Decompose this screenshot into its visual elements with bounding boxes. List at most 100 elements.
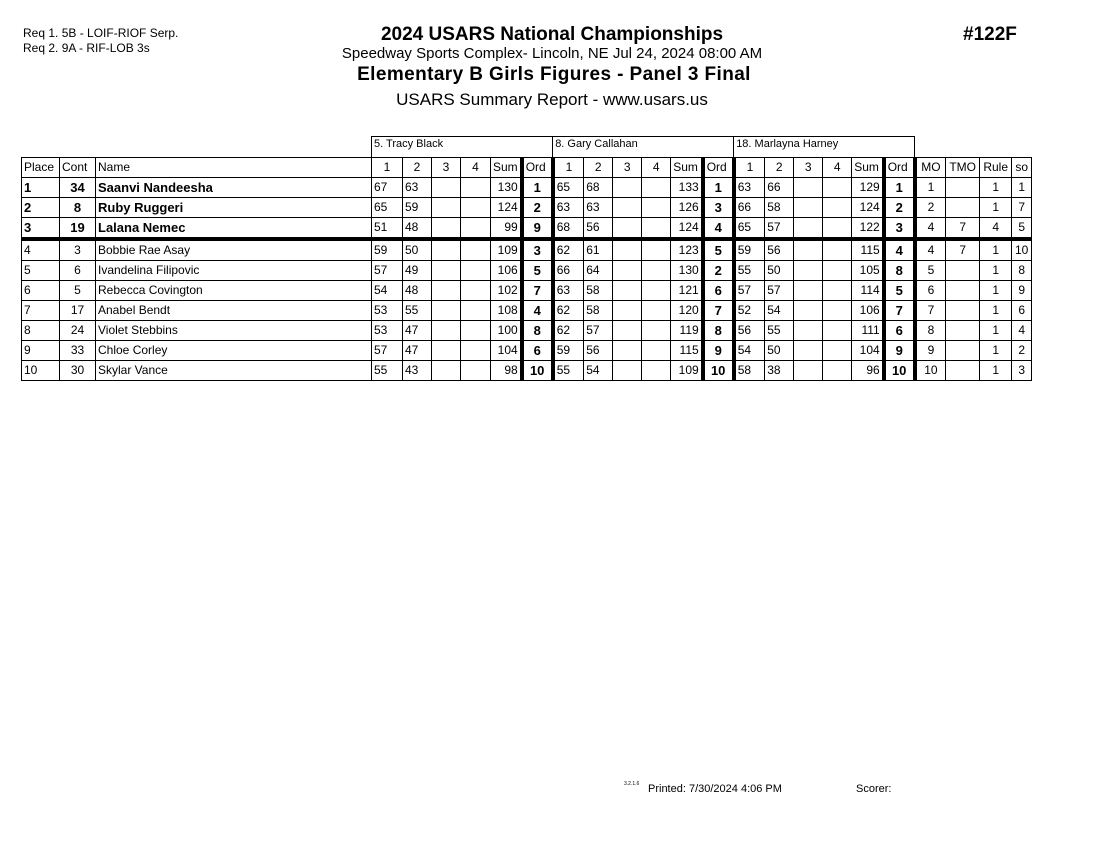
- judge-score: [612, 340, 643, 361]
- table-row: 4 3 Bobbie Rae Asay 59 50 109 3 62 61 123 5 59 56 115…: [21, 238, 1033, 261]
- judge-score: 63: [583, 197, 614, 218]
- judge-score: [431, 238, 461, 261]
- judge-score: 65: [371, 197, 403, 218]
- judge-score: 66: [731, 197, 766, 218]
- rule: 1: [979, 238, 1013, 261]
- header-place: Place: [21, 157, 60, 178]
- skater-name: Saanvi Nandeesha: [95, 177, 372, 198]
- judge-score: [460, 300, 491, 321]
- place: 5: [21, 260, 60, 281]
- requirement-2: Req 2. 9A - RIF-LOB 3s: [23, 41, 150, 55]
- judge-score: [793, 280, 824, 301]
- judge-score: [612, 177, 643, 198]
- page-title: 2024 USARS National Championships: [380, 24, 724, 45]
- rule: 1: [979, 320, 1013, 341]
- event-number: #122F: [963, 24, 1017, 45]
- judge-ordinal: 5: [700, 238, 735, 261]
- place: 6: [21, 280, 60, 301]
- judge-score: 49: [402, 260, 432, 281]
- judge-sum: 104: [489, 340, 523, 361]
- so: 10: [1011, 238, 1033, 261]
- table-row: 8 24 Violet Stebbins 53 47 100 8 62 57 119 8 56 55 11…: [21, 320, 1033, 341]
- header-rule: Rule: [979, 157, 1013, 178]
- judge-score: [431, 260, 461, 281]
- rule: 1: [979, 177, 1013, 198]
- judge-sum: 100: [489, 320, 523, 341]
- judge-score: 57: [583, 320, 614, 341]
- judge-score: [822, 197, 853, 218]
- rule: 1: [979, 300, 1013, 321]
- judge-score: [431, 340, 461, 361]
- contestant-number: 19: [59, 217, 96, 241]
- mo: 8: [912, 320, 947, 341]
- judge-sum: 106: [489, 260, 523, 281]
- judge-score: 65: [550, 177, 585, 198]
- judge-sum: 115: [851, 238, 885, 261]
- header-judge-col: 3: [793, 157, 824, 178]
- judge-sum: 120: [670, 300, 704, 321]
- judge-score: 66: [764, 177, 795, 198]
- judge-score: 47: [402, 340, 432, 361]
- header-judge-col: 2: [402, 157, 432, 178]
- judge-name: 18. Marlayna Harney: [733, 136, 916, 158]
- judge-sum: 96: [851, 360, 885, 381]
- header-judge-col: 1: [550, 157, 585, 178]
- judge-score: 54: [371, 280, 403, 301]
- place: 9: [21, 340, 60, 361]
- judge-score: [641, 177, 672, 198]
- judge-score: 55: [402, 300, 432, 321]
- judge-score: 63: [402, 177, 432, 198]
- judge-score: 55: [731, 260, 766, 281]
- judge-score: [431, 320, 461, 341]
- judge-score: [641, 197, 672, 218]
- judge-ordinal: 7: [700, 300, 735, 321]
- judge-score: [793, 238, 824, 261]
- header-judge-col: 3: [431, 157, 461, 178]
- judge-score: [460, 177, 491, 198]
- judge-score: 61: [583, 238, 614, 261]
- scorer-label: Scorer:: [856, 783, 892, 795]
- judge-ordinal: 3: [700, 197, 735, 218]
- table-row: 9 33 Chloe Corley 57 47 104 6 59 56 115 9 54 50 104 9 9…: [21, 340, 1033, 361]
- rule: 4: [979, 217, 1013, 241]
- judge-sum: 126: [670, 197, 704, 218]
- skater-name: Anabel Bendt: [95, 300, 372, 321]
- contestant-number: 24: [59, 320, 96, 341]
- so: 5: [1011, 217, 1033, 241]
- tmo: [945, 360, 981, 381]
- place: 2: [21, 197, 60, 218]
- judge-score: [641, 217, 672, 241]
- judge-score: [641, 320, 672, 341]
- mo: 2: [912, 197, 947, 218]
- contestant-number: 6: [59, 260, 96, 281]
- judge-ordinal: 9: [700, 340, 735, 361]
- header-judge-col: 2: [583, 157, 614, 178]
- header-so: so: [1011, 157, 1033, 178]
- judge-sum: 115: [670, 340, 704, 361]
- judge-score: 56: [731, 320, 766, 341]
- tmo: [945, 340, 981, 361]
- judge-score: [822, 300, 853, 321]
- contestant-number: 3: [59, 238, 96, 261]
- column-header-row: Place Cont Name 1 2 3 4 Sum Ord 1 2 3 4 Sum Ord 1 2 3 4 Sum…: [21, 157, 1033, 178]
- report-name: USARS Summary Report - www.usars.us: [396, 90, 708, 109]
- spacer: [22, 137, 372, 158]
- judge-ordinal: 2: [881, 197, 916, 218]
- judge-ordinal: 8: [700, 320, 735, 341]
- header-judge-col: 4: [460, 157, 491, 178]
- judge-sum: 122: [851, 217, 885, 241]
- judge-score: 56: [764, 238, 795, 261]
- judge-score: [641, 300, 672, 321]
- judge-score: [793, 260, 824, 281]
- skater-name: Ivandelina Filipovic: [95, 260, 372, 281]
- rule: 1: [979, 197, 1013, 218]
- event-name: Elementary B Girls Figures - Panel 3 Fin…: [357, 64, 751, 85]
- header-judge-col: 4: [641, 157, 672, 178]
- mo: 10: [912, 360, 947, 381]
- requirement-1: Req 1. 5B - LOIF-RIOF Serp.: [23, 26, 179, 40]
- judge-score: 68: [550, 217, 585, 241]
- so: 9: [1011, 280, 1033, 301]
- judge-score: [641, 260, 672, 281]
- judge-sum: 121: [670, 280, 704, 301]
